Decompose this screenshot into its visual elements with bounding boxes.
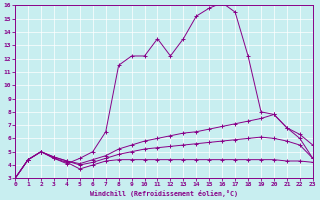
X-axis label: Windchill (Refroidissement éolien,°C): Windchill (Refroidissement éolien,°C) bbox=[90, 190, 238, 197]
